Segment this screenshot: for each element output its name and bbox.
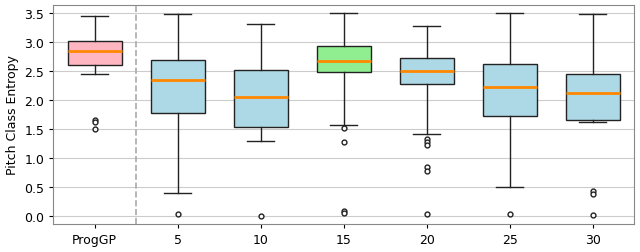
PathPatch shape	[400, 59, 454, 84]
PathPatch shape	[234, 71, 288, 128]
PathPatch shape	[150, 60, 205, 113]
PathPatch shape	[317, 47, 371, 73]
Y-axis label: Pitch Class Entropy: Pitch Class Entropy	[6, 55, 19, 175]
PathPatch shape	[566, 75, 620, 121]
PathPatch shape	[483, 65, 537, 116]
PathPatch shape	[68, 42, 122, 66]
